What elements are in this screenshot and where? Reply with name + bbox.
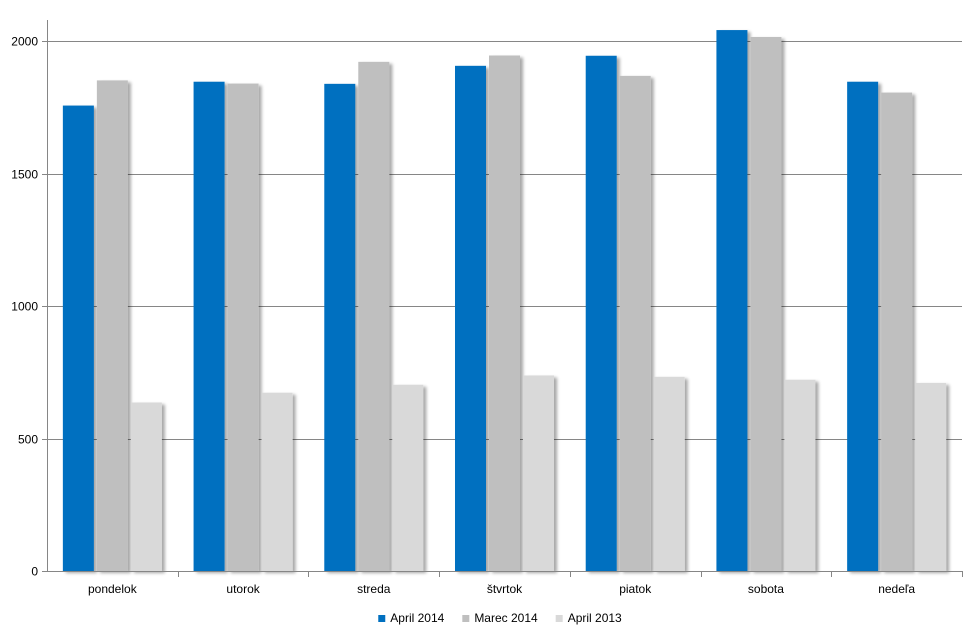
bars — [62, 30, 947, 572]
bar — [653, 376, 685, 571]
bar — [193, 81, 225, 571]
y-tick-label: 2000 — [11, 35, 38, 49]
bar — [784, 379, 816, 571]
x-tick-label: utorok — [226, 582, 260, 596]
legend-label: April 2014 — [390, 611, 444, 625]
y-tick-label: 0 — [31, 565, 38, 579]
bar — [915, 382, 947, 571]
legend-swatch — [462, 615, 470, 622]
bar — [750, 36, 782, 571]
legend-swatch — [555, 615, 563, 622]
y-tick-label: 1500 — [11, 168, 38, 182]
bar — [96, 80, 128, 572]
bar — [455, 65, 486, 571]
bar — [585, 55, 617, 571]
x-tick-label: sobota — [748, 582, 784, 596]
x-tick-label: pondelok — [88, 582, 138, 596]
legend-label: Marec 2014 — [474, 611, 538, 625]
legend-label: April 2013 — [568, 611, 622, 625]
y-tick-label: 500 — [18, 433, 38, 447]
bar — [847, 81, 879, 571]
bar — [523, 375, 554, 571]
bar — [392, 384, 424, 571]
bar — [716, 30, 748, 571]
bar — [261, 392, 293, 571]
bar — [619, 75, 651, 571]
legend-swatch — [378, 615, 386, 622]
bar — [358, 61, 390, 572]
bar — [130, 402, 162, 571]
axes: 0 500 1000 1500 2000 pondelok utorok streda štvr… — [11, 20, 963, 596]
legend: April 2014 Marec 2014 April 2013 — [378, 611, 622, 625]
x-tick-label: piatok — [619, 582, 652, 596]
bar — [62, 105, 94, 572]
y-tick-label: 1000 — [11, 300, 38, 314]
x-tick-label: streda — [357, 582, 391, 596]
x-tick-label: nedeľa — [878, 582, 915, 596]
x-tick-label: štvrtok — [487, 582, 523, 596]
bar — [324, 83, 356, 571]
bar — [881, 92, 913, 572]
bar — [489, 55, 520, 571]
bar — [227, 83, 259, 572]
